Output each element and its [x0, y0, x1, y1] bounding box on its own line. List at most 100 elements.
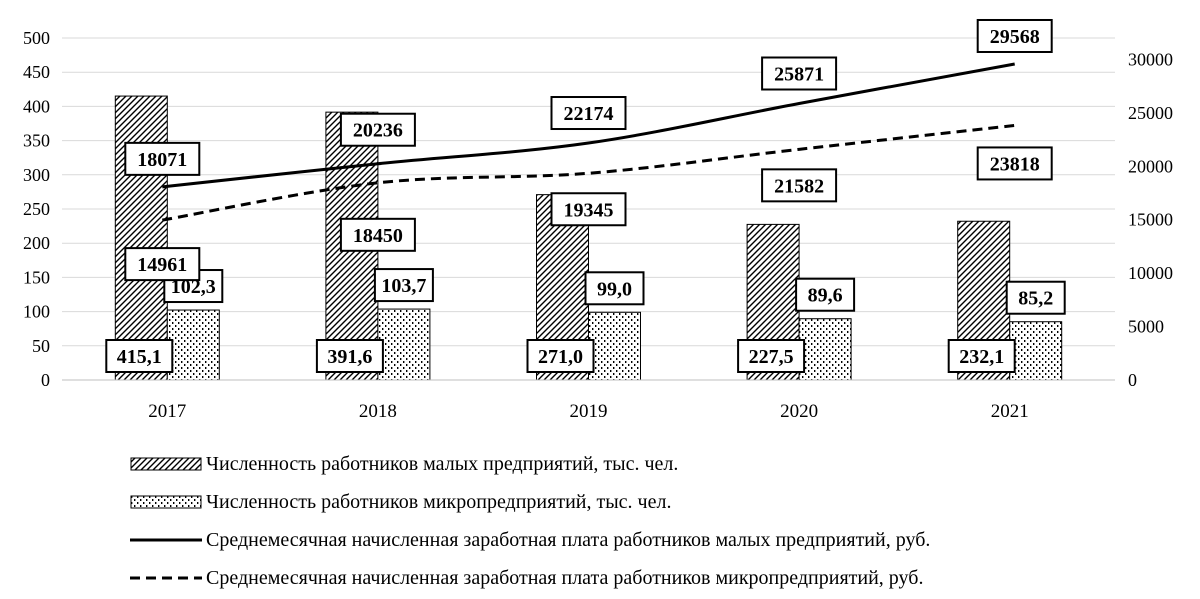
data-label-text: 89,6 [808, 285, 843, 307]
dots-swatch-icon [130, 495, 202, 509]
data-label-small-salary: 22174 [550, 96, 627, 131]
data-label-text: 99,0 [597, 278, 632, 300]
data-label-box [339, 112, 416, 147]
bar-small-employees [114, 95, 168, 381]
bar-micro-employees [798, 318, 852, 381]
data-label-text: 23818 [990, 153, 1040, 175]
y-right-tick-label: 10000 [1128, 263, 1173, 283]
data-label-box [124, 141, 201, 176]
data-label-small-employees: 271,0 [526, 339, 595, 373]
combo-chart: 415,1 102,3 391,6 103,7 271,0 99,0 227,5 89,6 23… [23, 18, 1173, 422]
data-label-text: 25871 [774, 64, 824, 86]
data-label-text: 271,0 [538, 346, 583, 368]
data-label-box [526, 339, 595, 373]
legend-label-micro-employees: Численность работников микропредприятий,… [206, 490, 672, 513]
data-label-box [795, 277, 856, 312]
line-small-salary [162, 62, 1015, 189]
data-label-text: 227,5 [749, 346, 794, 368]
x-tick-label: 2019 [570, 401, 608, 422]
data-label-box [947, 339, 1016, 373]
legend: Численность работников малых предприятий… [130, 445, 1190, 597]
data-label-box [550, 96, 627, 131]
data-label-box [339, 217, 416, 252]
data-label-small-salary: 20236 [339, 112, 416, 147]
y-left-tick-label: 200 [23, 233, 50, 253]
y-left-tick-label: 400 [23, 96, 50, 116]
data-label-micro-salary: 19345 [550, 192, 627, 227]
x-tick-label: 2018 [359, 401, 397, 422]
data-label-text: 14961 [137, 254, 187, 276]
data-label-text: 19345 [564, 199, 614, 221]
data-label-text: 20236 [353, 120, 403, 142]
legend-label-small-employees: Численность работников малых предприятий… [206, 452, 679, 475]
solid-line-swatch-icon [130, 538, 202, 542]
legend-label-micro-salary: Среднемесячная начисленная заработная пл… [206, 566, 924, 589]
bar-micro-employees [377, 308, 431, 381]
data-label-box [976, 18, 1053, 53]
data-label-micro-employees: 89,6 [795, 277, 856, 312]
data-label-text: 415,1 [117, 346, 162, 368]
legend-item-micro-salary: Среднемесячная начисленная заработная пл… [130, 559, 1190, 597]
y-right-tick-label: 30000 [1128, 49, 1173, 69]
y-left-tick-label: 350 [23, 131, 50, 151]
legend-label-small-salary: Среднемесячная начисленная заработная пл… [206, 528, 931, 551]
data-label-small-employees: 232,1 [947, 339, 1016, 373]
y-right-tick-label: 0 [1128, 370, 1137, 390]
data-label-box [976, 146, 1053, 181]
data-label-text: 18450 [353, 225, 403, 247]
data-label-text: 85,2 [1018, 288, 1053, 310]
data-label-text: 22174 [564, 103, 614, 125]
y-right-tick-label: 15000 [1128, 210, 1173, 230]
data-label-micro-salary: 14961 [124, 247, 201, 282]
data-label-small-employees: 415,1 [105, 339, 174, 373]
data-label-box [105, 339, 174, 373]
x-tick-label: 2017 [148, 401, 186, 422]
y-left-tick-label: 300 [23, 165, 50, 185]
hatch-swatch-icon [130, 457, 202, 471]
data-label-micro-employees: 103,7 [373, 268, 434, 303]
legend-item-micro-employees: Численность работников микропредприятий,… [130, 483, 1190, 521]
x-tick-label: 2020 [780, 401, 818, 422]
data-label-box [737, 339, 806, 373]
y-left-tick-label: 150 [23, 267, 50, 287]
bar-micro-employees [1009, 321, 1063, 381]
data-label-micro-salary: 23818 [976, 146, 1053, 181]
data-label-small-salary: 18071 [124, 141, 201, 176]
data-label-text: 391,6 [327, 346, 372, 368]
data-label-box [315, 339, 384, 373]
y-left-tick-label: 250 [23, 199, 50, 219]
data-label-text: 103,7 [381, 275, 426, 297]
x-tick-label: 2021 [991, 401, 1029, 422]
y-left-tick-label: 50 [32, 336, 50, 356]
data-label-box [761, 168, 838, 203]
y-left-tick-label: 500 [23, 28, 50, 48]
data-label-small-employees: 227,5 [737, 339, 806, 373]
data-label-text: 232,1 [959, 346, 1004, 368]
y-left-tick-label: 0 [41, 370, 50, 390]
legend-item-small-employees: Численность работников малых предприятий… [130, 445, 1190, 483]
data-label-box [550, 192, 627, 227]
line-micro-salary [162, 123, 1015, 222]
data-label-text: 21582 [774, 175, 824, 197]
data-label-text: 102,3 [171, 276, 216, 298]
data-label-box [761, 56, 838, 91]
data-label-box [373, 268, 434, 303]
y-right-tick-label: 5000 [1128, 317, 1164, 337]
legend-item-small-salary: Среднемесячная начисленная заработная пл… [130, 521, 1190, 559]
y-left-tick-label: 100 [23, 302, 50, 322]
y-right-tick-label: 20000 [1128, 156, 1173, 176]
data-label-box [1005, 280, 1066, 315]
data-label-box [124, 247, 201, 282]
data-label-small-salary: 25871 [761, 56, 838, 91]
data-label-box [584, 271, 645, 306]
data-label-micro-employees: 85,2 [1005, 280, 1066, 315]
y-left-tick-label: 450 [23, 62, 50, 82]
bar-micro-employees [588, 311, 641, 381]
dashed-line-swatch-icon [130, 576, 202, 580]
data-label-text: 29568 [990, 26, 1040, 48]
data-label-small-employees: 391,6 [315, 339, 384, 373]
bar-micro-employees [166, 309, 220, 381]
data-label-small-salary: 29568 [976, 18, 1053, 53]
data-label-text: 18071 [137, 149, 187, 171]
data-label-micro-salary: 21582 [761, 168, 838, 203]
